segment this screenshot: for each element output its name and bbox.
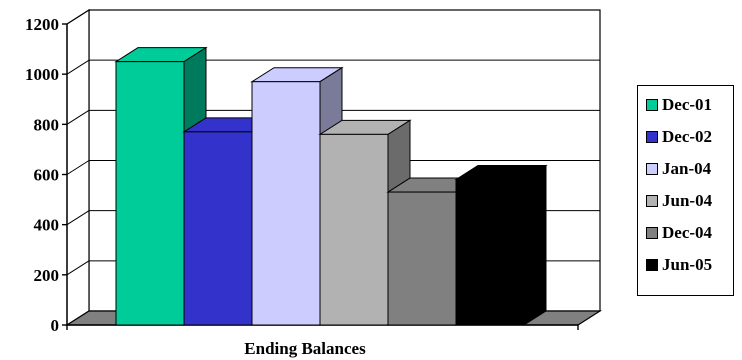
y-tick-label: 1200 (25, 15, 59, 34)
y-tick-label: 400 (34, 216, 60, 235)
gridline (66, 160, 90, 175)
gridline (66, 210, 90, 226)
legend: Dec-01 Dec-02 Jan-04 Jun-04 Dec-04 Jun-05 (637, 85, 734, 296)
bar-front-face (115, 61, 185, 326)
bar-front-face (251, 81, 321, 326)
bar-jun-05 (454, 164, 548, 326)
bar-front-face (455, 179, 525, 326)
legend-swatch (646, 131, 658, 143)
gridline (66, 109, 90, 125)
legend-item: Jun-04 (646, 191, 712, 211)
bar-front-face (319, 133, 389, 326)
bars (114, 46, 548, 326)
legend-label: Jan-04 (662, 159, 712, 178)
bar-front-face (387, 191, 457, 326)
gridline (66, 9, 90, 25)
y-tick-label: 0 (51, 316, 60, 335)
legend-item: Jun-05 (646, 255, 712, 275)
bar-jun-04 (318, 119, 412, 326)
bar-side-face (523, 164, 547, 326)
y-tick-label: 1000 (25, 65, 59, 84)
y-tick-label: 200 (34, 266, 60, 285)
legend-label: Dec-01 (662, 95, 713, 114)
legend-item: Jan-04 (646, 159, 711, 179)
legend-label: Jun-04 (662, 191, 713, 210)
legend-label: Dec-02 (662, 127, 713, 146)
legend-item: Dec-04 (646, 223, 712, 243)
gridline (66, 59, 90, 75)
bar-front-face (183, 131, 253, 326)
legend-item: Dec-02 (646, 127, 712, 147)
legend-swatch (646, 195, 658, 207)
y-tick-label: 800 (34, 115, 60, 134)
gridline (66, 260, 90, 276)
legend-label: Jun-05 (662, 255, 713, 274)
legend-swatch (646, 227, 658, 239)
x-axis-label: Ending Balances (244, 339, 366, 358)
legend-swatch (646, 259, 658, 271)
legend-item: Dec-01 (646, 95, 712, 115)
y-tick-label: 600 (34, 166, 60, 185)
legend-swatch (646, 163, 658, 175)
legend-swatch (646, 99, 658, 111)
legend-label: Dec-04 (662, 223, 713, 242)
